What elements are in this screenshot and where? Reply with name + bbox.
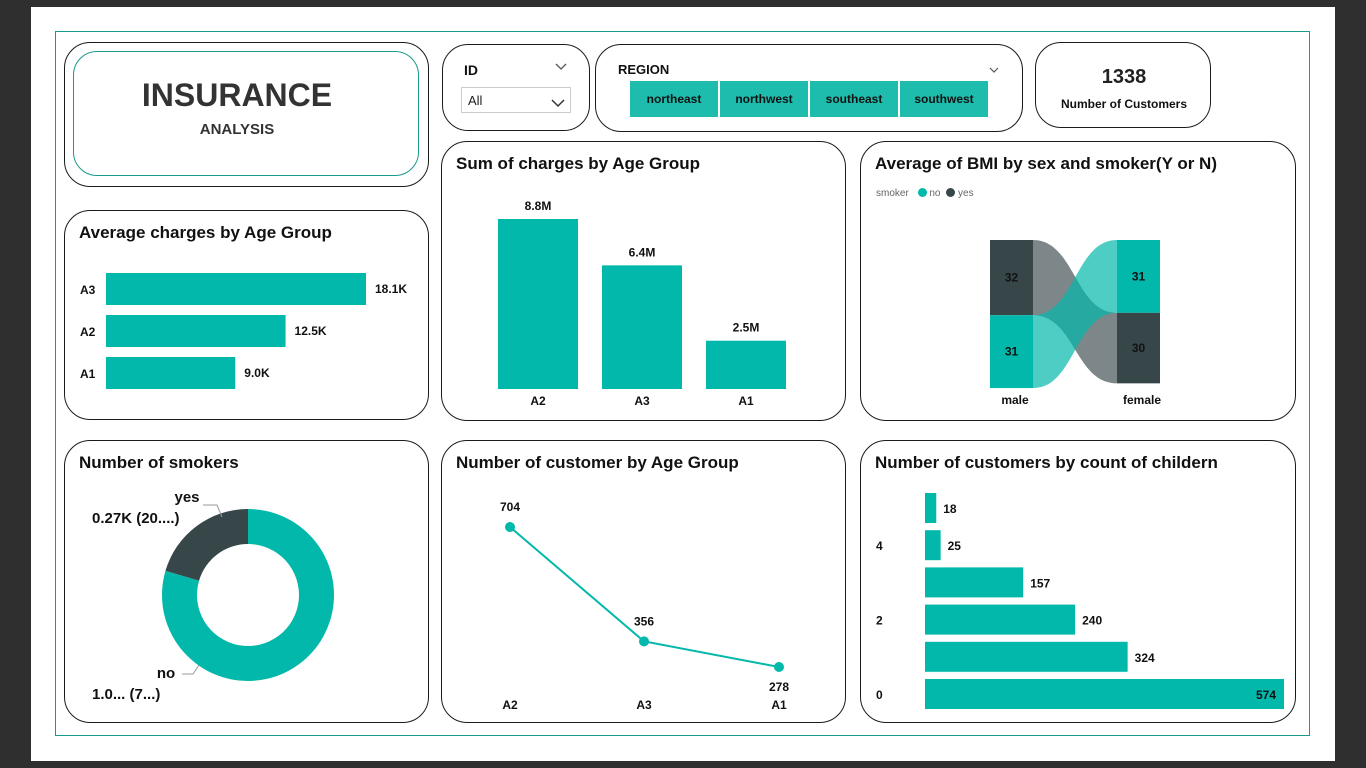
bar-data-label: 324 — [1135, 651, 1155, 665]
bmi-chart: 32 31 31 30 male female — [861, 222, 1291, 412]
category-label: A1 — [771, 698, 787, 712]
point-data-label: 704 — [500, 500, 520, 514]
bmi-title: Average of BMI by sex and smoker(Y or N) — [875, 154, 1217, 174]
bar-data-label: 18.1K — [375, 282, 407, 296]
bar-data-label: 8.8M — [525, 199, 552, 213]
bmi-legend: smoker no yes — [876, 188, 974, 199]
slice-data-label: 0.27K (20....) — [92, 510, 180, 527]
children-chart: 18 4 25 157 2 240 324 0 574 — [861, 481, 1291, 716]
sum-charges-title: Sum of charges by Age Group — [456, 154, 700, 174]
line-point — [505, 522, 515, 532]
bar — [706, 341, 786, 389]
bar-category-label: A3 — [80, 283, 96, 297]
kpi-card: 1338 Number of Customers — [1035, 42, 1211, 128]
bar-data-label: 240 — [1082, 614, 1102, 628]
line-point — [639, 636, 649, 646]
legend-item-no: no — [929, 188, 940, 199]
bar-category-label: A2 — [80, 325, 96, 339]
page-title: INSURANCE — [65, 77, 409, 114]
customers-age-chart: 704 A2 356 A3 278 A1 — [442, 481, 842, 716]
slice-category-label: no — [157, 665, 175, 682]
children-card: Number of customers by count of childern… — [860, 440, 1296, 723]
bar-category-label: 2 — [876, 614, 883, 628]
slice-data-label: 1.0... (7...) — [92, 686, 160, 703]
bar — [106, 273, 366, 305]
bar-category-label: 0 — [876, 688, 883, 702]
kpi-value: 1338 — [1036, 66, 1212, 89]
id-slicer[interactable]: ID All — [442, 44, 590, 131]
kpi-label: Number of Customers — [1036, 97, 1212, 111]
region-option-southwest[interactable]: southwest — [900, 81, 988, 117]
customers-age-title: Number of customer by Age Group — [456, 453, 739, 473]
bar — [925, 605, 1075, 635]
bar-data-label: 12.5K — [295, 324, 327, 338]
bar-category-label: A1 — [80, 367, 96, 381]
avg-charges-chart: A3 18.1K A2 12.5K A1 9.0K — [65, 261, 425, 411]
category-label: A2 — [502, 698, 518, 712]
region-buttons: northeast northwest southeast southwest — [630, 81, 990, 117]
legend-title: smoker — [876, 188, 909, 199]
avg-charges-title: Average charges by Age Group — [79, 223, 332, 243]
category-label: A3 — [636, 698, 652, 712]
customers-age-card: Number of customer by Age Group 704 A2 356… — [441, 440, 846, 723]
id-dropdown-value: All — [468, 93, 482, 108]
smokers-title: Number of smokers — [79, 453, 239, 473]
bar-data-label: 9.0K — [244, 366, 270, 380]
bar-data-label: 31 — [1132, 269, 1146, 283]
smokers-chart: yes 0.27K (20....) no 1.0... (7...) — [65, 481, 425, 716]
region-option-northeast[interactable]: northeast — [630, 81, 718, 117]
legend-dot-yes — [946, 188, 955, 197]
line-point — [774, 662, 784, 672]
bar-category-label: A2 — [530, 394, 546, 408]
bar — [925, 530, 941, 560]
slice-category-label: yes — [174, 489, 199, 506]
avg-charges-card: Average charges by Age Group A3 18.1K A2 12… — [64, 210, 429, 420]
bar — [106, 315, 286, 347]
region-option-southeast[interactable]: southeast — [810, 81, 898, 117]
sum-charges-card: Sum of charges by Age Group 8.8M A2 6.4M A3… — [441, 141, 846, 421]
chevron-down-icon[interactable] — [550, 95, 566, 113]
bar — [498, 219, 578, 389]
region-slicer: REGION northeast northwest southeast sou… — [595, 44, 1023, 132]
bar — [925, 642, 1128, 672]
bar-data-label: 18 — [943, 502, 957, 516]
bar-data-label: 31 — [1005, 345, 1019, 359]
bar-data-label: 25 — [948, 539, 962, 553]
category-label: male — [1001, 393, 1029, 407]
region-option-northwest[interactable]: northwest — [720, 81, 808, 117]
bar-data-label: 30 — [1132, 341, 1146, 355]
children-title: Number of customers by count of childern — [875, 453, 1218, 473]
point-data-label: 278 — [769, 680, 789, 694]
bar-data-label: 2.5M — [733, 321, 760, 335]
bar — [925, 493, 936, 523]
id-dropdown[interactable]: All — [461, 87, 571, 113]
bar-category-label: 4 — [876, 539, 883, 553]
chevron-down-icon[interactable] — [988, 62, 1000, 80]
bmi-card: Average of BMI by sex and smoker(Y or N)… — [860, 141, 1296, 421]
bar-data-label: 32 — [1005, 271, 1019, 285]
region-slicer-label: REGION — [618, 62, 669, 77]
legend-dot-no — [918, 188, 927, 197]
chevron-down-icon[interactable] — [554, 59, 568, 77]
bar — [925, 567, 1023, 597]
bar-category-label: A1 — [738, 394, 754, 408]
point-data-label: 356 — [634, 614, 654, 628]
smokers-card: Number of smokers yes 0.27K (20....) no 1.0… — [64, 440, 429, 723]
title-card: INSURANCE ANALYSIS — [64, 42, 429, 187]
bar-category-label: A3 — [634, 394, 650, 408]
bar-data-label: 574 — [1256, 688, 1276, 702]
legend-item-yes: yes — [958, 188, 974, 199]
page-subtitle: ANALYSIS — [65, 121, 409, 138]
category-label: female — [1123, 393, 1161, 407]
bar-data-label: 157 — [1030, 576, 1050, 590]
leader-line — [182, 665, 199, 674]
bar — [602, 265, 682, 389]
bar — [925, 679, 1284, 709]
dashboard-canvas: INSURANCE ANALYSIS ID All REGION northea… — [31, 7, 1335, 761]
sum-charges-chart: 8.8M A2 6.4M A3 2.5M A1 — [442, 182, 842, 412]
bar — [106, 357, 235, 389]
bar-data-label: 6.4M — [629, 245, 656, 259]
id-slicer-label: ID — [464, 62, 478, 78]
